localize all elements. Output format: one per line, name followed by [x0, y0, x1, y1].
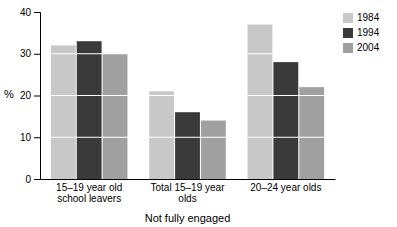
legend-swatch — [343, 28, 353, 38]
bar — [175, 112, 200, 179]
bar-series — [103, 54, 325, 179]
x-tick-label: 15–19 year oldschool leavers — [56, 182, 122, 204]
bar — [273, 62, 298, 179]
x-tick: 20–24 year olds — [250, 179, 321, 193]
legend-label: 1984 — [357, 12, 380, 23]
y-tick-mark — [34, 137, 40, 138]
y-axis-title: % — [4, 88, 14, 100]
y-tick: 40 — [20, 7, 40, 18]
legend-label: 1994 — [357, 27, 380, 38]
plot-area — [40, 25, 335, 179]
x-axis: 15–19 year oldschool leavers Total 15–19 … — [41, 179, 336, 204]
y-tick: 20 — [20, 90, 40, 101]
y-tick-label: 20 — [20, 90, 32, 101]
y-tick: 0 — [25, 174, 40, 185]
grid-line — [40, 53, 335, 54]
legend-swatch — [343, 43, 353, 53]
x-axis-title: Not fully engaged — [145, 212, 231, 224]
x-tick-label: 20–24 year olds — [250, 182, 321, 193]
x-tick: 15–19 year oldschool leavers — [56, 179, 122, 204]
bar — [103, 54, 128, 179]
y-tick-label: 0 — [25, 174, 31, 185]
bar-series — [51, 25, 273, 179]
legend-item: 1994 — [343, 27, 380, 38]
legend-item: 2004 — [343, 42, 380, 53]
y-tick-mark — [34, 96, 40, 97]
y-tick: 10 — [20, 132, 40, 143]
y-tick-label: 30 — [20, 48, 32, 59]
y-tick: 30 — [20, 48, 40, 59]
bar — [149, 91, 174, 179]
x-tick-label: Total 15–19 yearolds — [151, 182, 226, 204]
y-axis: 0 10 20 30 40 — [20, 7, 41, 185]
grid-line — [40, 137, 335, 138]
legend-item: 1984 — [343, 12, 380, 23]
x-tick: Total 15–19 yearolds — [151, 179, 226, 204]
bar — [299, 87, 324, 179]
grid-line — [40, 95, 335, 96]
bar-series — [77, 41, 299, 179]
y-tick-mark — [34, 54, 40, 55]
chart: 0 10 20 30 40 15–19 year oldschool leavers Tot… — [0, 0, 397, 227]
y-axis-line — [34, 13, 41, 180]
bar — [201, 121, 226, 179]
x-axis-line — [41, 179, 336, 180]
y-tick-label: 40 — [20, 7, 32, 18]
bar — [77, 41, 102, 179]
legend: 1984 1994 2004 — [343, 12, 380, 53]
y-tick-label: 10 — [20, 132, 32, 143]
bar — [248, 25, 273, 179]
bar — [51, 45, 76, 179]
legend-swatch — [343, 13, 353, 23]
y-tick-mark — [34, 12, 40, 13]
legend-label: 2004 — [357, 42, 380, 53]
y-tick-mark — [34, 179, 40, 180]
